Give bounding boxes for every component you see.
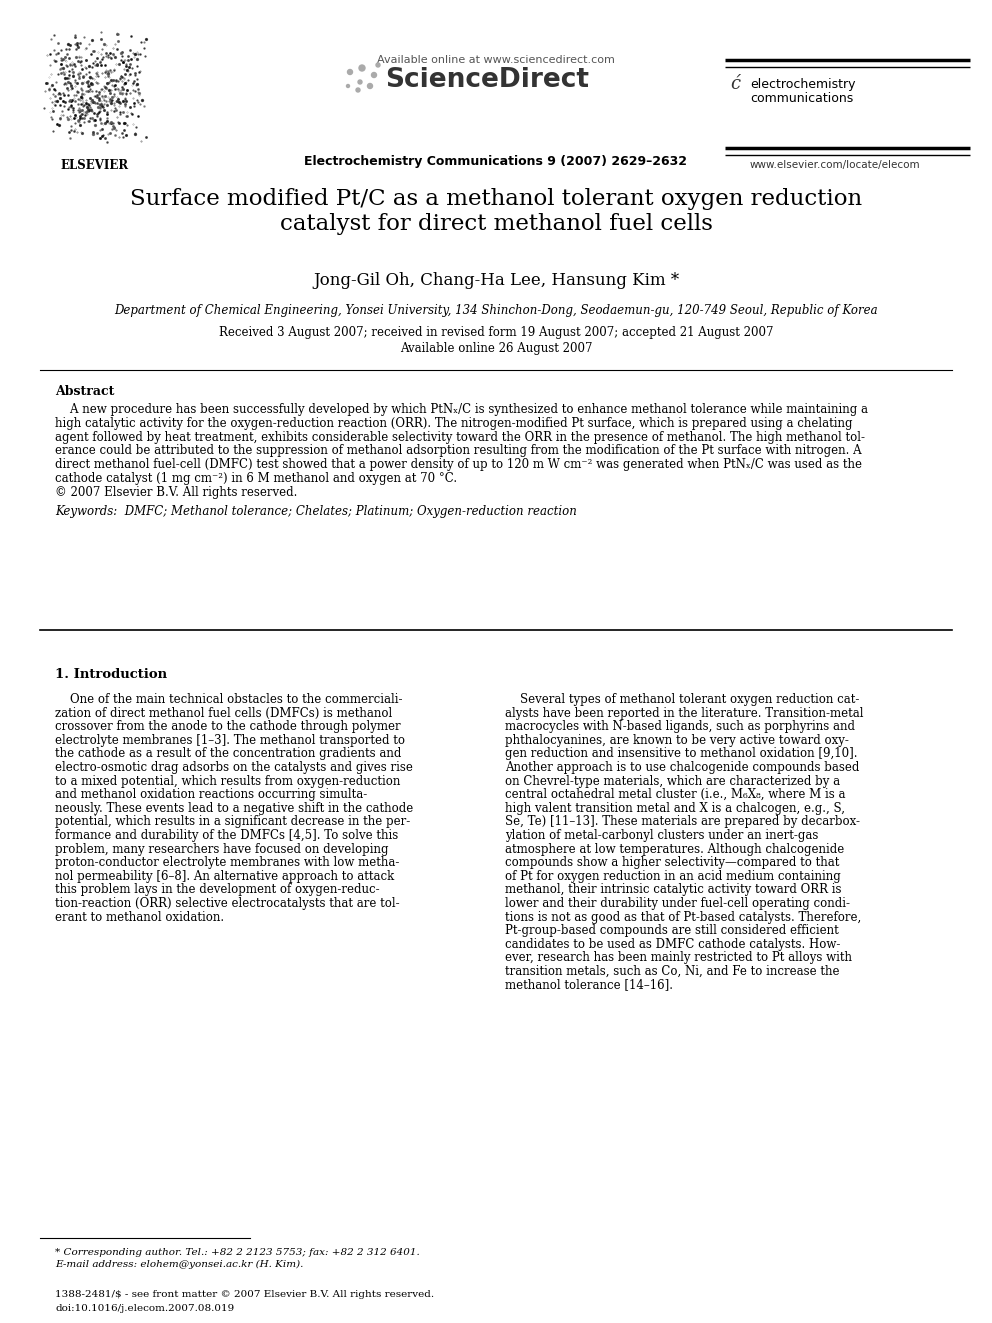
Circle shape — [356, 89, 360, 93]
Text: A new procedure has been successfully developed by which PtNₓ/C is synthesized t: A new procedure has been successfully de… — [55, 404, 868, 415]
Text: zation of direct methanol fuel cells (DMFCs) is methanol: zation of direct methanol fuel cells (DM… — [55, 706, 392, 720]
Text: Keywords:  DMFC; Methanol tolerance; Chelates; Platinum; Oxygen-reduction reacti: Keywords: DMFC; Methanol tolerance; Chel… — [55, 504, 577, 517]
Text: agent followed by heat treatment, exhibits considerable selectivity toward the O: agent followed by heat treatment, exhibi… — [55, 430, 865, 443]
Text: One of the main technical obstacles to the commerciali-: One of the main technical obstacles to t… — [55, 693, 403, 706]
Circle shape — [376, 64, 380, 67]
Text: www.elsevier.com/locate/elecom: www.elsevier.com/locate/elecom — [750, 160, 921, 169]
Text: formance and durability of the DMFCs [4,5]. To solve this: formance and durability of the DMFCs [4,… — [55, 830, 398, 841]
Text: E-mail address: elohem@yonsei.ac.kr (H. Kim).: E-mail address: elohem@yonsei.ac.kr (H. … — [55, 1259, 304, 1269]
Circle shape — [367, 83, 373, 89]
Text: high catalytic activity for the oxygen-reduction reaction (ORR). The nitrogen-mo: high catalytic activity for the oxygen-r… — [55, 417, 852, 430]
Text: phthalocyanines, are known to be very active toward oxy-: phthalocyanines, are known to be very ac… — [505, 734, 849, 746]
Text: ever, research has been mainly restricted to Pt alloys with: ever, research has been mainly restricte… — [505, 951, 852, 964]
Text: direct methanol fuel-cell (DMFC) test showed that a power density of up to 120 m: direct methanol fuel-cell (DMFC) test sh… — [55, 458, 862, 471]
Text: erance could be attributed to the suppression of methanol adsorption resulting f: erance could be attributed to the suppre… — [55, 445, 862, 458]
Text: macrocycles with N-based ligands, such as porphyrins and: macrocycles with N-based ligands, such a… — [505, 720, 855, 733]
Text: Available online at www.sciencedirect.com: Available online at www.sciencedirect.co… — [377, 56, 615, 65]
Text: Surface modified Pt/C as a methanol tolerant oxygen reduction
catalyst for direc: Surface modified Pt/C as a methanol tole… — [130, 188, 862, 235]
Text: communications: communications — [750, 93, 853, 105]
Text: 1388-2481/$ - see front matter © 2007 Elsevier B.V. All rights reserved.: 1388-2481/$ - see front matter © 2007 El… — [55, 1290, 434, 1299]
Text: Abstract: Abstract — [55, 385, 114, 398]
Text: problem, many researchers have focused on developing: problem, many researchers have focused o… — [55, 843, 389, 856]
Text: methanol, their intrinsic catalytic activity toward ORR is: methanol, their intrinsic catalytic acti… — [505, 884, 841, 897]
Text: this problem lays in the development of oxygen-reduc-: this problem lays in the development of … — [55, 884, 380, 897]
Circle shape — [358, 79, 362, 83]
Text: ylation of metal-carbonyl clusters under an inert-gas: ylation of metal-carbonyl clusters under… — [505, 830, 818, 841]
Text: Se, Te) [11–13]. These materials are prepared by decarbox-: Se, Te) [11–13]. These materials are pre… — [505, 815, 860, 828]
Text: on Chevrel-type materials, which are characterized by a: on Chevrel-type materials, which are cha… — [505, 774, 840, 787]
Text: lower and their durability under fuel-cell operating condi-: lower and their durability under fuel-ce… — [505, 897, 850, 910]
Text: methanol tolerance [14–16].: methanol tolerance [14–16]. — [505, 979, 673, 992]
Text: electrochemistry: electrochemistry — [750, 78, 855, 91]
Text: ScienceDirect: ScienceDirect — [385, 67, 589, 93]
Text: tion-reaction (ORR) selective electrocatalysts that are tol-: tion-reaction (ORR) selective electrocat… — [55, 897, 400, 910]
Text: atmosphere at low temperatures. Although chalcogenide: atmosphere at low temperatures. Although… — [505, 843, 844, 856]
Text: doi:10.1016/j.elecom.2007.08.019: doi:10.1016/j.elecom.2007.08.019 — [55, 1304, 234, 1312]
Text: of Pt for oxygen reduction in an acid medium containing: of Pt for oxygen reduction in an acid me… — [505, 869, 841, 882]
Text: tions is not as good as that of Pt-based catalysts. Therefore,: tions is not as good as that of Pt-based… — [505, 910, 861, 923]
Text: compounds show a higher selectivity—compared to that: compounds show a higher selectivity—comp… — [505, 856, 839, 869]
Text: * Corresponding author. Tel.: +82 2 2123 5753; fax: +82 2 312 6401.: * Corresponding author. Tel.: +82 2 2123… — [55, 1248, 420, 1257]
Text: gen reduction and insensitive to methanol oxidation [9,10].: gen reduction and insensitive to methano… — [505, 747, 857, 761]
Text: and methanol oxidation reactions occurring simulta-: and methanol oxidation reactions occurri… — [55, 789, 367, 802]
Circle shape — [359, 65, 365, 71]
Text: nol permeability [6–8]. An alternative approach to attack: nol permeability [6–8]. An alternative a… — [55, 869, 394, 882]
Text: Received 3 August 2007; received in revised form 19 August 2007; accepted 21 Aug: Received 3 August 2007; received in revi… — [219, 325, 773, 339]
Text: electrolyte membranes [1–3]. The methanol transported to: electrolyte membranes [1–3]. The methano… — [55, 734, 405, 746]
Text: electro-osmotic drag adsorbs on the catalysts and gives rise: electro-osmotic drag adsorbs on the cata… — [55, 761, 413, 774]
Text: to a mixed potential, which results from oxygen-reduction: to a mixed potential, which results from… — [55, 774, 401, 787]
Text: the cathode as a result of the concentration gradients and: the cathode as a result of the concentra… — [55, 747, 402, 761]
Text: Jong-Gil Oh, Chang-Ha Lee, Hansung Kim *: Jong-Gil Oh, Chang-Ha Lee, Hansung Kim * — [312, 273, 680, 288]
Text: central octahedral metal cluster (i.e., M₆X₈, where M is a: central octahedral metal cluster (i.e., … — [505, 789, 845, 802]
Text: Pt-group-based compounds are still considered efficient: Pt-group-based compounds are still consi… — [505, 925, 839, 937]
Text: © 2007 Elsevier B.V. All rights reserved.: © 2007 Elsevier B.V. All rights reserved… — [55, 486, 298, 499]
Text: Several types of methanol tolerant oxygen reduction cat-: Several types of methanol tolerant oxyge… — [505, 693, 859, 706]
Text: candidates to be used as DMFC cathode catalysts. How-: candidates to be used as DMFC cathode ca… — [505, 938, 840, 951]
Circle shape — [371, 73, 377, 78]
Text: proton-conductor electrolyte membranes with low metha-: proton-conductor electrolyte membranes w… — [55, 856, 400, 869]
Text: transition metals, such as Co, Ni, and Fe to increase the: transition metals, such as Co, Ni, and F… — [505, 964, 839, 978]
Text: ELSEVIER: ELSEVIER — [61, 159, 129, 172]
Circle shape — [346, 85, 349, 87]
Text: 1. Introduction: 1. Introduction — [55, 668, 167, 681]
Text: ć: ć — [730, 75, 740, 93]
Text: erant to methanol oxidation.: erant to methanol oxidation. — [55, 910, 224, 923]
Text: crossover from the anode to the cathode through polymer: crossover from the anode to the cathode … — [55, 720, 401, 733]
Text: alysts have been reported in the literature. Transition-metal: alysts have been reported in the literat… — [505, 706, 863, 720]
Text: neously. These events lead to a negative shift in the cathode: neously. These events lead to a negative… — [55, 802, 414, 815]
Text: Available online 26 August 2007: Available online 26 August 2007 — [400, 343, 592, 355]
Text: Another approach is to use chalcogenide compounds based: Another approach is to use chalcogenide … — [505, 761, 859, 774]
Text: potential, which results in a significant decrease in the per-: potential, which results in a significan… — [55, 815, 411, 828]
Text: Electrochemistry Communications 9 (2007) 2629–2632: Electrochemistry Communications 9 (2007)… — [305, 155, 687, 168]
Text: cathode catalyst (1 mg cm⁻²) in 6 M methanol and oxygen at 70 °C.: cathode catalyst (1 mg cm⁻²) in 6 M meth… — [55, 472, 457, 486]
Text: high valent transition metal and X is a chalcogen, e.g., S,: high valent transition metal and X is a … — [505, 802, 845, 815]
Circle shape — [347, 70, 352, 74]
Text: Department of Chemical Engineering, Yonsei University, 134 Shinchon-Dong, Seodae: Department of Chemical Engineering, Yons… — [114, 304, 878, 318]
